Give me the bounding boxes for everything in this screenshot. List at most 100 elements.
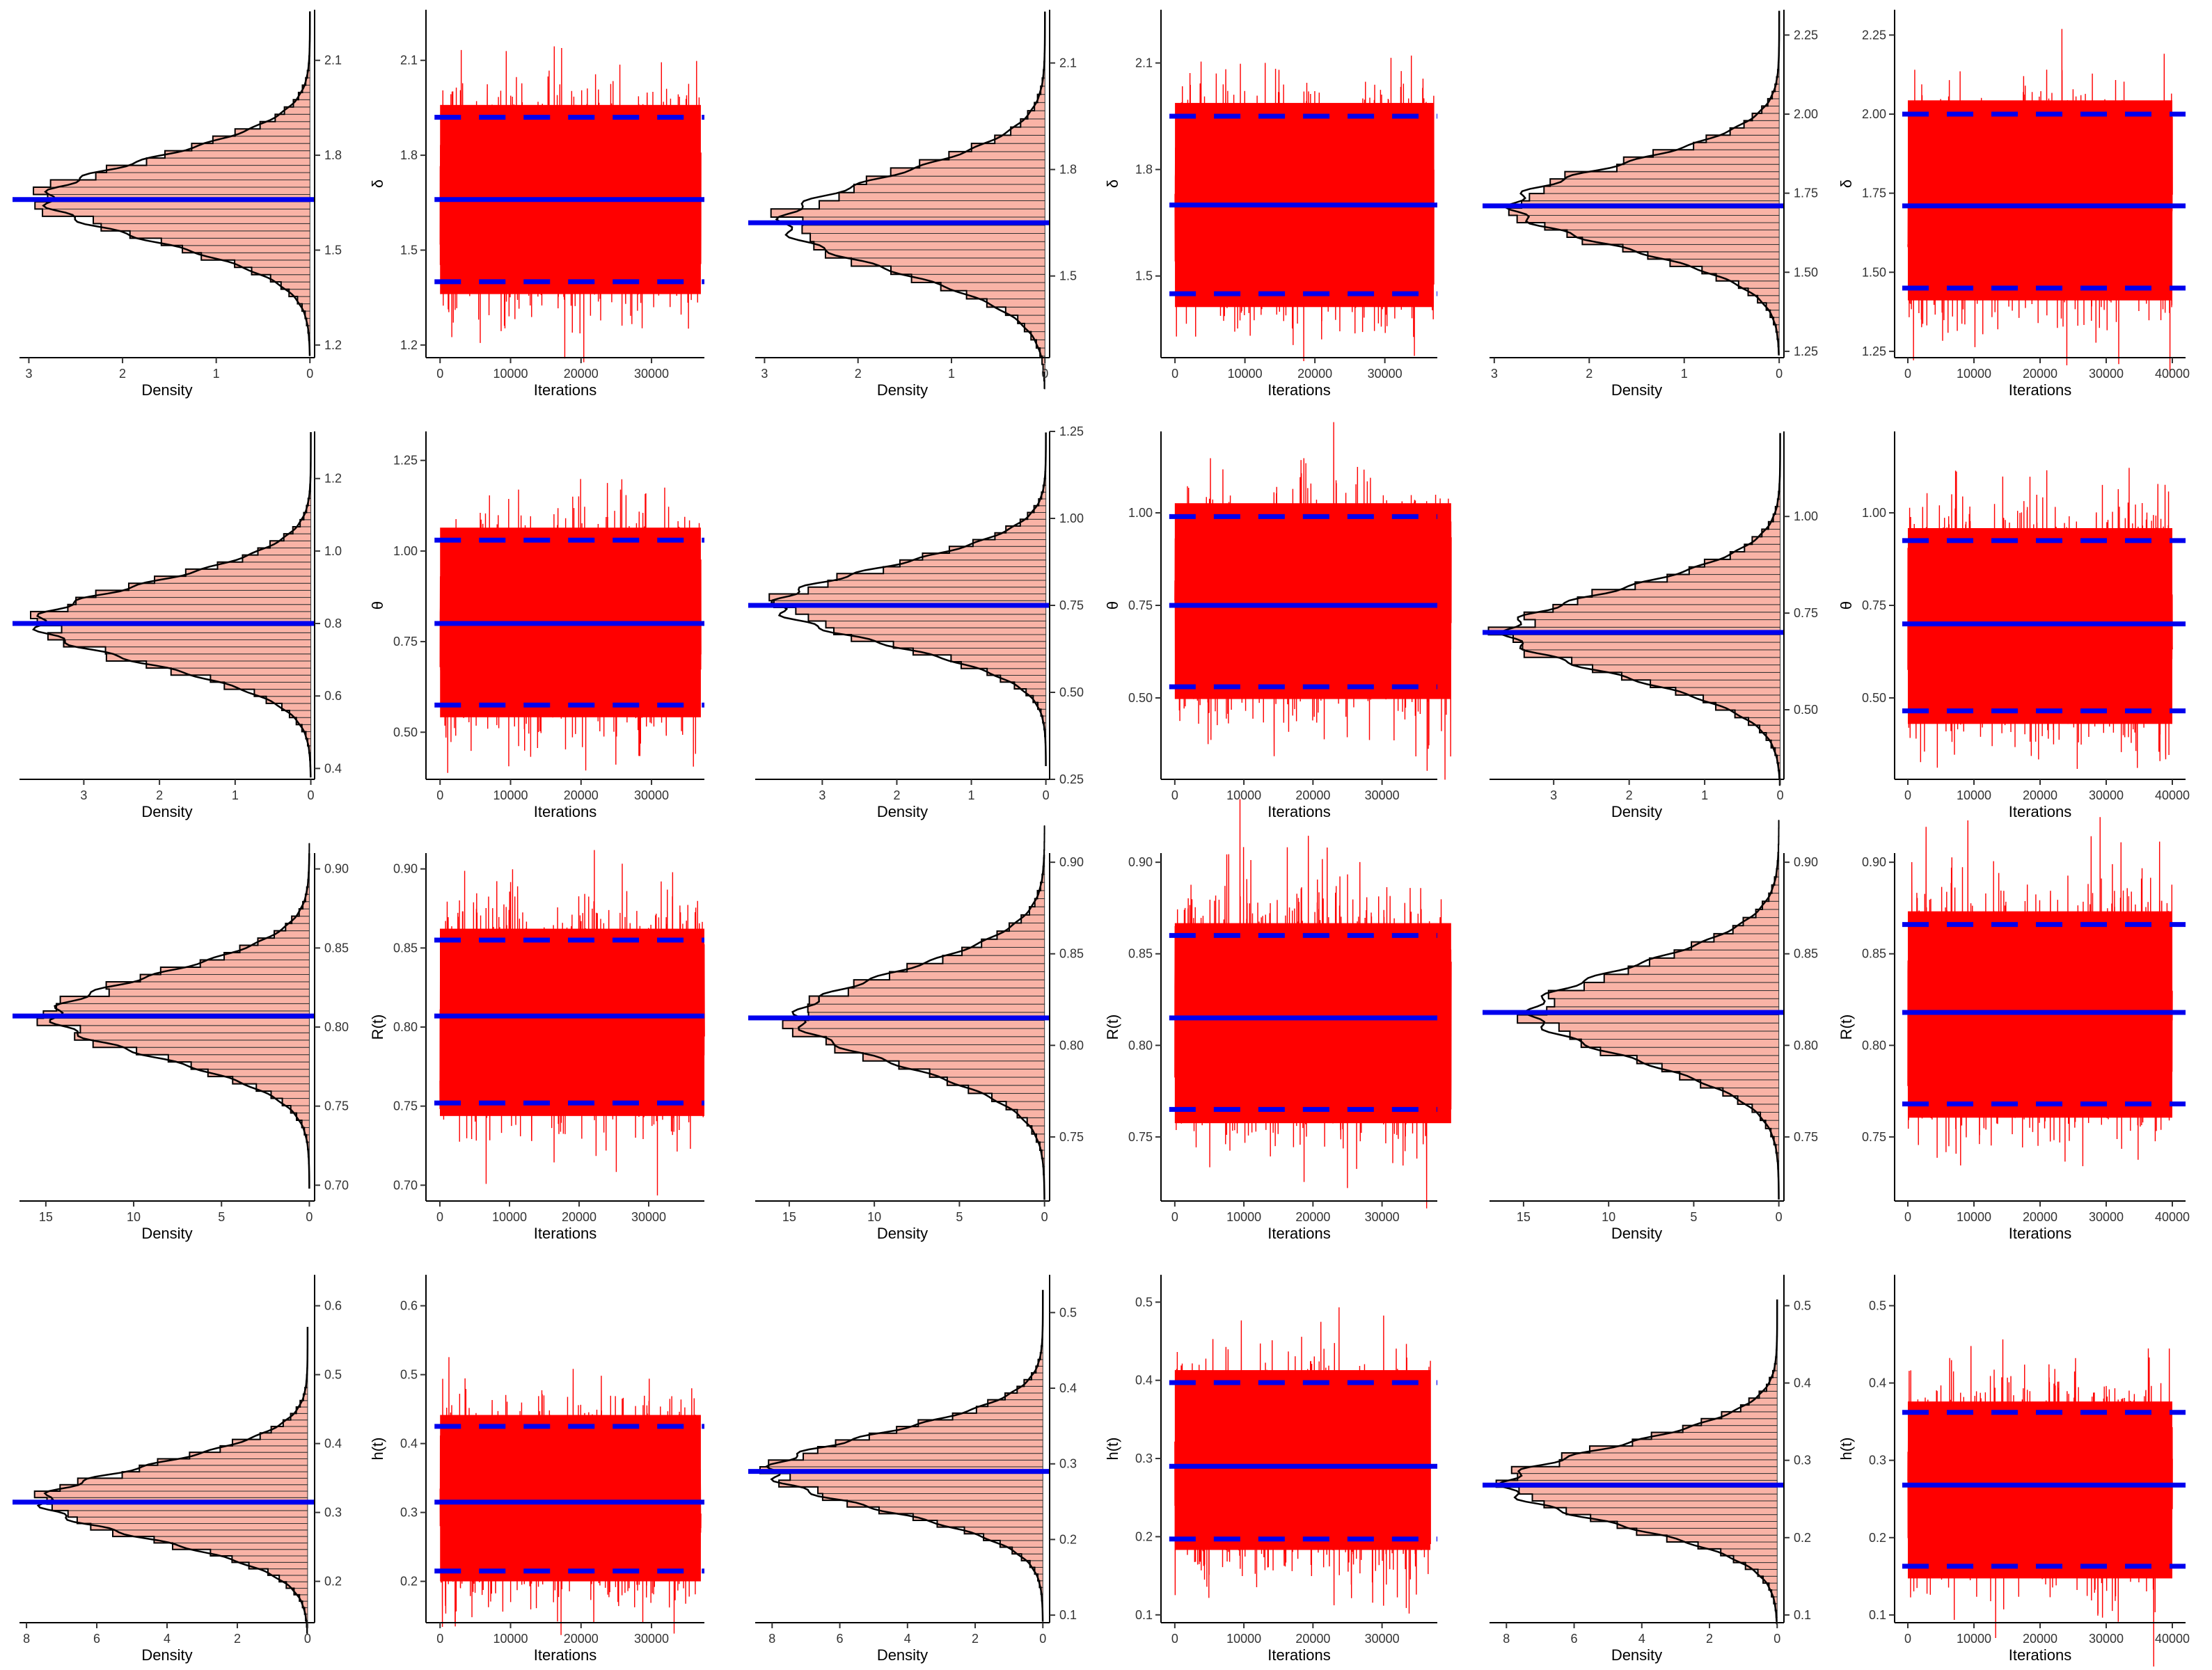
mcmc-trace-line [1174,55,1435,362]
histogram-bar [913,648,1047,655]
histogram-bar [1554,998,1780,1008]
histogram-bar [1021,1553,1043,1561]
y-tick-label: 1.00 [393,544,418,558]
y-tick-label: 0.90 [393,862,418,876]
mcmc-trace-line [439,479,702,773]
histogram-bar [1636,1055,1780,1065]
histogram-bar [1773,876,1780,886]
histogram-bar [1043,722,1047,730]
histogram-bar [1544,222,1780,230]
histogram-bar [1042,1158,1045,1167]
histogram-bar [1041,708,1047,717]
y-tick-label: 0.6 [400,1299,418,1313]
histogram-bar [1532,1493,1778,1502]
trace-core-band [440,527,701,717]
histogram-outline [770,29,1046,389]
mcmc-trace-line [439,850,705,1196]
y-tick-label: 0.90 [1128,855,1153,869]
y-tick-label: 0.8 [324,617,342,630]
histogram-bar [56,1003,310,1012]
histogram-bars [1517,820,1780,1178]
histogram-bar [883,566,1047,574]
histogram-bar [1751,536,1781,545]
histogram-bar [306,318,310,326]
histogram-bar [759,1466,1043,1474]
histogram-bar [283,533,312,541]
histogram-bar [1762,1575,1778,1584]
histogram-bar [981,939,1045,948]
y-tick-label: 0.75 [393,635,418,649]
histogram-bar [308,63,310,71]
histogram-bar [219,1445,308,1453]
histogram-bar [302,1600,308,1608]
histogram-bar [61,625,312,633]
trace-core-band [1174,1370,1431,1550]
histogram-outline [768,445,1047,743]
histogram-bar [136,1047,310,1056]
histogram-bar [1517,1015,1780,1024]
histogram-bars [771,29,1045,390]
histogram-bar [1521,200,1780,209]
histogram-bar [1720,1548,1778,1557]
x-tick-label: 10 [127,1210,141,1224]
histogram-bar [232,1439,308,1447]
histogram-bar [1774,84,1780,92]
y-tick-label: 0.90 [1059,855,1084,869]
histogram-bar [1043,485,1047,493]
histogram-bar [1036,1134,1045,1143]
histogram-bar [1038,498,1047,507]
histogram-bar [157,1458,308,1466]
histogram-bar [293,1588,308,1596]
histogram-bar [940,282,1045,292]
y-tick-label: 0.85 [393,941,418,955]
y-tick-label: 1.5 [400,243,418,257]
x-tick-label: 10000 [1226,788,1261,802]
histogram-bar [235,128,310,137]
histogram-bar [271,1426,308,1433]
y-tick-label: 0.1 [1794,1608,1811,1622]
histogram-bar [299,1594,308,1602]
x-tick-label: 3 [819,788,825,802]
histogram-bar [1621,671,1781,681]
histogram-bar [836,573,1047,581]
histogram-bar [234,260,310,268]
histogram-bar [285,923,310,932]
histogram-bar [1636,1527,1778,1536]
x-tick-label: 0 [436,1632,443,1646]
histogram-bar [288,289,310,297]
y-tick-label: 0.1 [1135,1608,1153,1622]
y-tick-label: 0.5 [400,1368,418,1382]
histogram-bar [1599,1047,1780,1056]
histogram-bar [1744,120,1780,129]
y-tick-label: 0.3 [1059,1457,1077,1471]
histogram-bar [1543,186,1780,194]
histogram-bar [1627,966,1780,975]
histogram-bar [789,1473,1043,1481]
histogram-bar [1043,380,1045,390]
y-tick-label: 2.1 [1059,56,1077,70]
histogram-bar [200,960,310,968]
histogram-bar [292,99,310,108]
y-tick-label: 0.75 [324,1099,349,1113]
density-curve [1524,854,1780,1200]
histogram-bar [260,121,310,129]
histogram-bar [257,937,310,946]
histogram-bar [1700,1079,1780,1088]
histogram-outline [36,843,310,1164]
histogram-bar [1778,484,1781,492]
histogram-bar [802,216,1045,226]
histogram-bar [1778,339,1780,347]
histogram-bar [306,1374,308,1382]
x-tick-label: 3 [1491,367,1498,381]
mcmc-trace-line [439,1357,702,1635]
x-axis-title: Density [141,381,192,399]
histogram-bar [942,955,1045,964]
histogram-bar [996,930,1045,940]
x-tick-label: 3 [80,788,87,802]
histogram-bar [991,1092,1045,1102]
histogram-bar [913,1513,1043,1521]
x-tick-label: 30000 [634,367,669,381]
histogram-bar [1027,1117,1045,1127]
histogram-bar [90,1523,308,1531]
